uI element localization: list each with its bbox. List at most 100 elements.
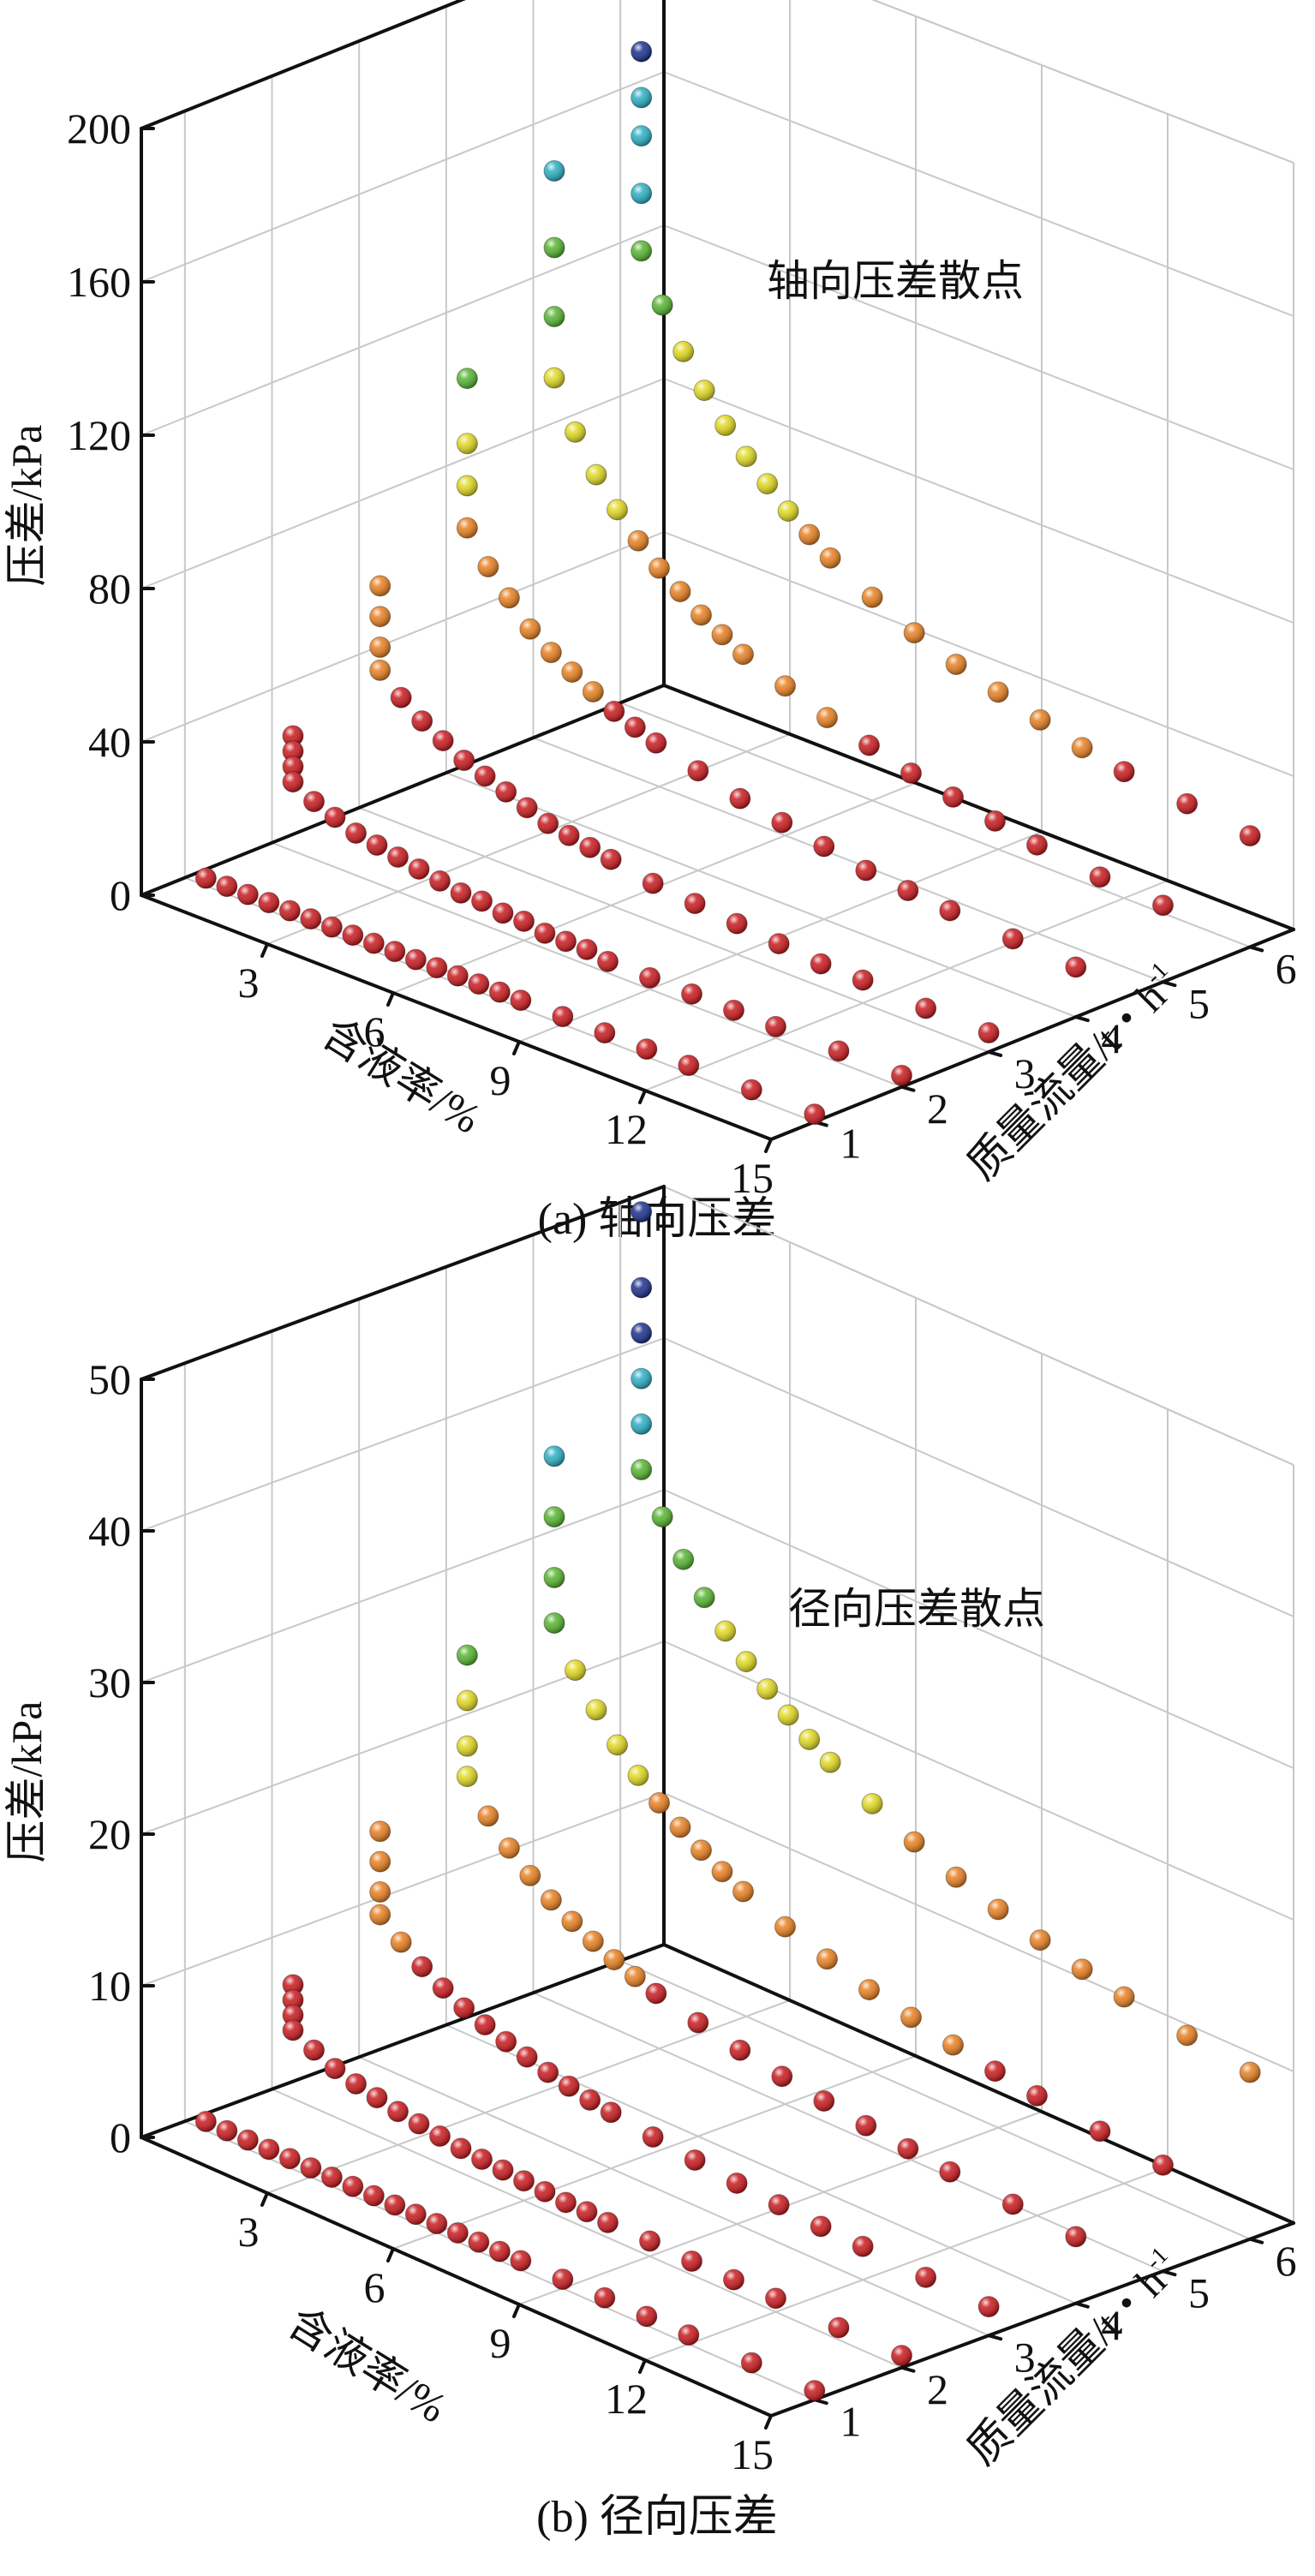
- grid-line: [663, 1489, 1294, 1769]
- data-point: [471, 2149, 493, 2171]
- y-tick-mark: [987, 1049, 1003, 1057]
- y-tick-label: 6: [1276, 944, 1297, 992]
- data-point: [471, 890, 493, 912]
- data-point: [651, 1506, 673, 1528]
- data-point: [939, 2161, 961, 2183]
- y-tick-label: 2: [927, 2365, 948, 2413]
- data-point: [631, 1367, 653, 1390]
- data-point: [858, 734, 880, 756]
- data-point: [711, 1861, 733, 1883]
- data-point: [631, 1322, 653, 1344]
- data-point: [804, 1103, 826, 1126]
- top-edge-line: [140, 1185, 666, 1381]
- data-point: [576, 938, 598, 960]
- data-point: [558, 824, 580, 846]
- data-point: [1029, 1929, 1051, 1951]
- left-floor-line: [140, 684, 666, 897]
- axes-frame: [140, 1185, 1295, 2430]
- data-point: [669, 581, 691, 603]
- x-tick-label: 15: [731, 2430, 774, 2478]
- data-point: [366, 834, 388, 856]
- x-axis-label-a: 含液率/%: [314, 1008, 489, 1142]
- x-axis-line: [140, 894, 773, 1141]
- caption-b: (b) 径向压差: [536, 2493, 778, 2542]
- data-point: [1239, 825, 1261, 847]
- grid-line: [533, 1992, 1163, 2273]
- data-point: [631, 240, 653, 262]
- z-tick-label: 120: [67, 411, 131, 459]
- data-point: [732, 643, 754, 666]
- z-tick-label: 40: [88, 1507, 131, 1555]
- data-point: [369, 1904, 392, 1926]
- data-point: [765, 1015, 786, 1037]
- top-edge-line: [140, 0, 466, 130]
- grid-line: [272, 2088, 902, 2369]
- data-point: [282, 740, 304, 762]
- data-point: [1113, 1986, 1135, 2008]
- data-point: [714, 1620, 737, 1642]
- data-point: [672, 340, 695, 362]
- data-point: [690, 1839, 712, 1862]
- data-point: [369, 575, 392, 597]
- data-point: [456, 1644, 478, 1666]
- data-point: [488, 981, 511, 1003]
- grid-line: [140, 224, 665, 436]
- data-point: [540, 1889, 562, 1911]
- data-point: [342, 2175, 364, 2197]
- data-point: [516, 2046, 538, 2068]
- data-point: [810, 953, 832, 975]
- data-point: [942, 786, 964, 808]
- data-point: [600, 2101, 622, 2124]
- data-point: [693, 380, 715, 402]
- data-point: [861, 586, 883, 608]
- x-tick-label: 9: [490, 2319, 511, 2367]
- data-point: [915, 2266, 937, 2288]
- x-tick-mark: [512, 2303, 521, 2318]
- data-point: [498, 587, 520, 609]
- data-point: [582, 680, 604, 702]
- data-point: [468, 2231, 490, 2253]
- data-point: [362, 932, 385, 954]
- grid-line: [358, 2056, 989, 2337]
- left-floor-line: [140, 1943, 666, 2139]
- y-tick-mark: [1073, 1015, 1090, 1023]
- data-point: [534, 2180, 556, 2202]
- data-point: [642, 2126, 664, 2149]
- grid-line: [445, 772, 1077, 1019]
- data-point: [631, 125, 653, 147]
- data-point: [345, 822, 367, 845]
- data-point: [1176, 2024, 1198, 2047]
- data-point: [828, 2316, 850, 2339]
- data-point: [585, 1699, 607, 1721]
- data-point: [429, 2125, 451, 2148]
- y-tick-mark: [900, 2365, 916, 2373]
- x-tick-mark: [764, 1138, 773, 1153]
- data-point: [432, 730, 454, 752]
- data-point: [816, 707, 838, 729]
- x-tick-label: 6: [364, 1007, 386, 1055]
- data-point: [411, 710, 433, 732]
- data-point: [903, 1831, 925, 1853]
- data-point: [456, 1689, 478, 1712]
- data-point: [561, 661, 583, 684]
- chart-title-a: 轴向压差散点: [767, 257, 1024, 305]
- z-tick-label: 80: [88, 565, 131, 613]
- data-point: [456, 517, 478, 539]
- data-point: [258, 892, 280, 914]
- y-axis-label-b: 质量流量/t・h-1: [957, 2242, 1189, 2474]
- data-point: [555, 930, 577, 953]
- data-point: [492, 2159, 514, 2181]
- data-point: [320, 2166, 343, 2188]
- grid-line: [392, 2055, 917, 2250]
- grid-line: [644, 2167, 1169, 2361]
- x-tick-mark: [260, 2191, 269, 2207]
- data-point: [723, 2268, 744, 2291]
- data-point: [631, 87, 653, 109]
- data-point: [324, 806, 346, 828]
- data-point: [552, 2268, 574, 2291]
- data-point: [540, 642, 562, 664]
- data-point: [945, 1866, 967, 1888]
